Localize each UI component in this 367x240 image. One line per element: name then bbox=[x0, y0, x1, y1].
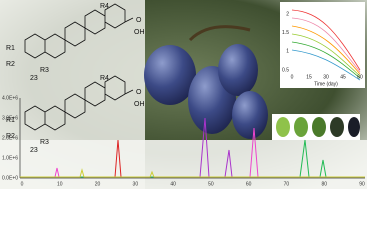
plum bbox=[232, 91, 268, 139]
structure-label: OH bbox=[134, 101, 145, 108]
structure-label: R4 bbox=[100, 75, 109, 82]
inset-x-tick-label: 45 bbox=[340, 74, 346, 80]
inset-x-tick-label: 0 bbox=[291, 74, 294, 80]
x-tick-label: 50 bbox=[208, 181, 214, 187]
structure-label: O bbox=[136, 17, 142, 24]
branch bbox=[188, 25, 251, 42]
inset-x-label: Time (day) bbox=[314, 81, 338, 87]
structure-label: R1 bbox=[6, 45, 15, 52]
x-tick-label: 70 bbox=[284, 181, 290, 187]
inset-x-tick-label: 30 bbox=[323, 74, 329, 80]
fruit-stages bbox=[276, 117, 360, 137]
x-tick-label: 40 bbox=[170, 181, 176, 187]
inset-y-tick-label: 1.5 bbox=[282, 30, 289, 36]
structure-label: 23 bbox=[30, 147, 38, 154]
x-tick-label: 80 bbox=[321, 181, 327, 187]
y-tick-label: 1.0E+6 bbox=[2, 155, 18, 161]
inset-x-tick-label: 15 bbox=[306, 74, 312, 80]
bottom-panel bbox=[0, 140, 367, 189]
y-tick-label: 3.0E+6 bbox=[2, 115, 18, 121]
inset-x-tick-label: 60 bbox=[357, 74, 363, 80]
x-tick-label: 20 bbox=[95, 181, 101, 187]
chromatogram-peaks bbox=[20, 117, 365, 178]
x-tick-label: 60 bbox=[246, 181, 252, 187]
structure-label: R2 bbox=[6, 133, 15, 140]
structure-label: R3 bbox=[40, 67, 49, 74]
structure-label: R3 bbox=[40, 139, 49, 146]
inset-y-tick-label: 2 bbox=[286, 11, 289, 17]
x-tick-label: 30 bbox=[133, 181, 139, 187]
x-tick-label: 10 bbox=[57, 181, 63, 187]
structure-label: R1 bbox=[6, 117, 15, 124]
y-tick-label: 4.0E+6 bbox=[2, 95, 18, 101]
plum bbox=[144, 45, 196, 105]
structure-label: OH bbox=[134, 29, 145, 36]
inset-curves bbox=[291, 9, 361, 81]
structure-label: O bbox=[136, 89, 142, 96]
y-tick-label: 2.0E+6 bbox=[2, 135, 18, 141]
structure-label: R2 bbox=[6, 61, 15, 68]
structure-drawing bbox=[24, 3, 134, 131]
inset-y-tick-label: 1 bbox=[286, 49, 289, 55]
structure-label: 23 bbox=[30, 75, 38, 82]
plum bbox=[218, 44, 258, 96]
x-tick-label: 90 bbox=[359, 181, 365, 187]
y-tick-label: 0.0E+0 bbox=[2, 175, 18, 181]
inset-y-tick-label: 0.5 bbox=[282, 67, 289, 73]
structure-label: R4 bbox=[100, 3, 109, 10]
x-tick-label: 0 bbox=[21, 181, 24, 187]
